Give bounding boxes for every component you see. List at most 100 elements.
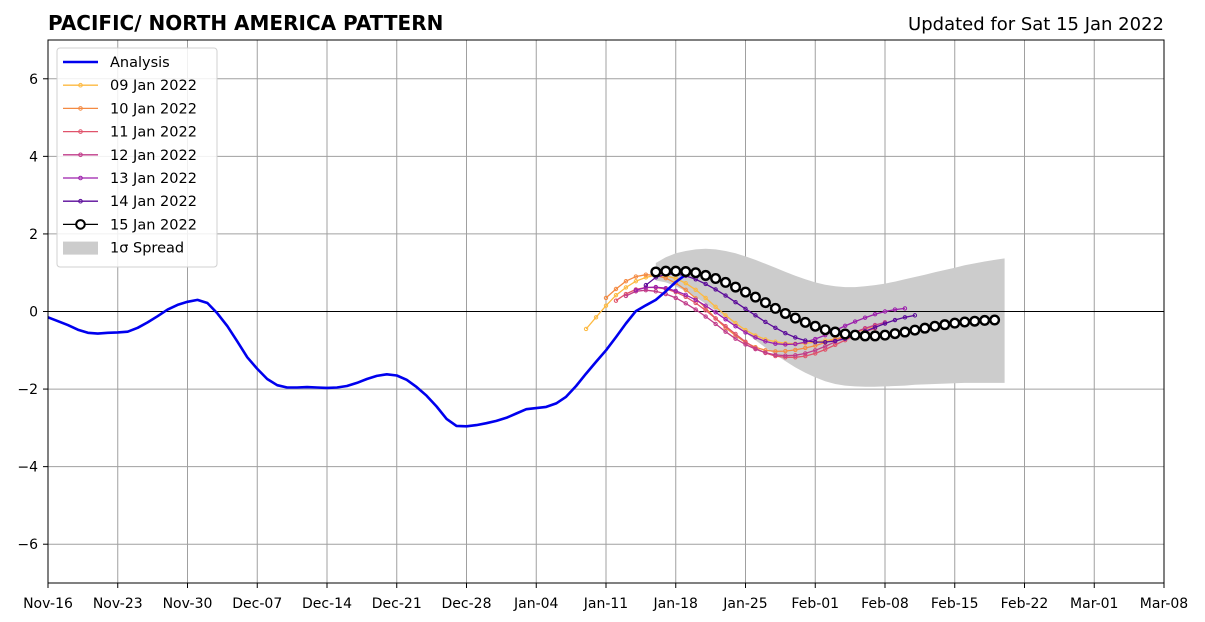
forecast-point <box>813 348 818 353</box>
y-tick-label: −4 <box>17 460 38 476</box>
forecast-point <box>703 303 708 308</box>
forecast-point <box>753 335 758 340</box>
latest-forecast-point <box>849 329 861 341</box>
forecast-point <box>703 314 708 319</box>
forecast-point <box>842 323 848 329</box>
analysis-series <box>47 273 687 428</box>
legend-entry-14-jan-2022: 14 Jan 2022 <box>63 194 197 210</box>
forecast-point <box>872 312 878 317</box>
forecast-point <box>902 315 908 320</box>
forecast-point <box>733 331 738 337</box>
x-tick-label: Mar-08 <box>1140 596 1188 612</box>
legend-entry-analysis: Analysis <box>63 55 170 71</box>
legend-swatch-marker <box>78 198 83 204</box>
x-tick-label: Feb-22 <box>1001 596 1049 612</box>
latest-forecast-point <box>670 265 682 277</box>
forecast-point <box>673 276 678 281</box>
legend-swatch-marker <box>78 82 83 88</box>
legend-entry-10-jan-2022: 10 Jan 2022 <box>63 101 197 117</box>
forecast-point <box>743 330 748 335</box>
forecast-point <box>683 287 688 292</box>
y-tick-label: −6 <box>17 537 38 553</box>
forecast-point <box>633 287 639 293</box>
latest-forecast-point <box>660 265 672 277</box>
x-tick-label: Feb-15 <box>931 596 979 612</box>
y-axis: −6 −4 −2 0 2 4 6 <box>17 72 48 553</box>
forecast-point <box>783 353 788 358</box>
forecast-point <box>733 299 738 305</box>
latest-forecast-point <box>680 266 692 278</box>
legend-entry-12-jan-2022: 12 Jan 2022 <box>63 148 197 164</box>
forecast-point <box>773 325 778 330</box>
forecast-point <box>653 289 659 294</box>
legend-swatch-marker <box>78 175 83 181</box>
forecast-point <box>793 353 798 358</box>
forecast-point <box>603 295 609 301</box>
forecast-line <box>625 289 886 357</box>
forecast-point <box>743 339 748 344</box>
forecast-point <box>723 329 728 334</box>
forecast-point <box>733 336 738 341</box>
legend-swatch-marker <box>75 219 86 230</box>
latest-forecast-point <box>929 320 941 332</box>
x-tick-label: Nov-30 <box>163 596 213 612</box>
forecast-point <box>723 324 728 329</box>
forecast-point <box>643 272 649 277</box>
latest-forecast-point <box>789 312 801 324</box>
forecast-point <box>713 316 718 321</box>
forecast-point <box>713 304 718 310</box>
legend-label: 10 Jan 2022 <box>110 101 197 117</box>
forecast-point <box>753 346 758 352</box>
forecast-point <box>683 301 688 306</box>
forecast-point <box>803 345 808 351</box>
latest-forecast-point <box>989 314 1001 326</box>
x-tick-label: Nov-16 <box>23 596 73 612</box>
forecast-point <box>683 292 688 298</box>
latest-forecast-point <box>829 326 841 338</box>
forecast-point <box>803 351 808 356</box>
forecast-point <box>723 293 728 298</box>
forecast-point <box>613 286 619 292</box>
forecast-line <box>635 286 905 346</box>
latest-forecast-point <box>799 316 811 328</box>
x-tick-label: Dec-28 <box>442 596 492 612</box>
forecast-point <box>703 281 708 287</box>
latest-forecast-point <box>909 324 921 336</box>
forecast-point <box>643 282 649 288</box>
x-tick-label: Jan-25 <box>722 596 767 612</box>
latest-forecast-point <box>779 307 791 319</box>
forecast-point <box>703 295 708 301</box>
legend-entry-15-jan-2022: 15 Jan 2022 <box>63 217 197 233</box>
latest-forecast-point <box>730 281 742 293</box>
y-tick-label: 6 <box>29 72 38 88</box>
forecast-point <box>613 298 619 303</box>
forecast-point <box>763 339 768 344</box>
latest-forecast-point <box>979 314 991 326</box>
forecast-point <box>603 303 609 308</box>
x-tick-label: Feb-01 <box>791 596 839 612</box>
latest-forecast-point <box>740 286 752 298</box>
spread-band-layer <box>655 248 1005 387</box>
latest-forecast-point <box>720 276 732 288</box>
legend-entry-11-jan-2022: 11 Jan 2022 <box>63 125 197 141</box>
chart-title: PACIFIC/ NORTH AMERICA PATTERN <box>48 11 443 35</box>
forecast-point <box>623 293 629 299</box>
y-tick-label: 4 <box>29 149 38 165</box>
legend-swatch-marker <box>78 129 83 134</box>
series-layer <box>47 265 1001 428</box>
x-axis: Nov-16 Nov-23 Nov-30 Dec-07 Dec-14 Dec-21 Dec-… <box>23 583 1188 612</box>
x-tick-label: Jan-18 <box>653 596 698 612</box>
chart-subtitle: Updated for Sat 15 Jan 2022 <box>908 14 1164 35</box>
legend-entry-13-jan-2022: 13 Jan 2022 <box>63 171 197 187</box>
legend-entry-1-spread: 1σ Spread <box>63 241 184 257</box>
x-tick-label: Dec-07 <box>232 596 282 612</box>
forecast-point <box>593 315 599 320</box>
forecast-point <box>912 313 918 318</box>
forecast-point <box>862 315 868 320</box>
legend-swatch-patch <box>63 241 98 255</box>
latest-forecast-point <box>919 322 931 334</box>
forecast-point <box>733 324 738 329</box>
latest-forecast-point <box>859 330 871 342</box>
forecast-point <box>793 341 798 347</box>
